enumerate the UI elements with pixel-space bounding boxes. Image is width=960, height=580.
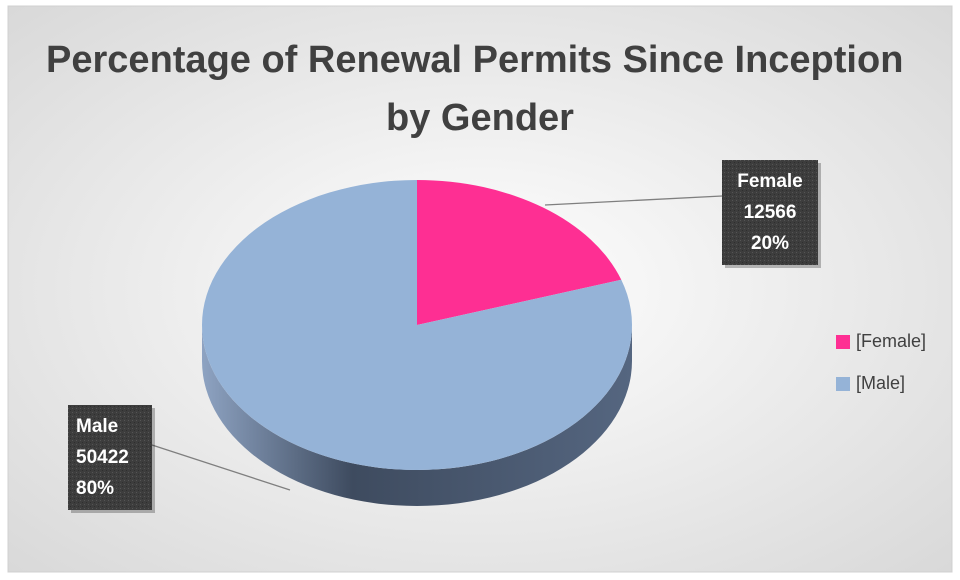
title-line: by Gender	[386, 97, 574, 139]
legend-label: [Female]	[856, 331, 926, 351]
legend-swatch	[836, 335, 850, 349]
pie-slice	[202, 180, 633, 470]
data-label: Female	[737, 171, 802, 192]
data-label-box	[68, 405, 152, 510]
pie-side	[202, 325, 632, 506]
data-label: 50422	[76, 447, 129, 468]
data-label: 12566	[744, 202, 797, 223]
data-label-box	[722, 160, 818, 265]
leader-line	[151, 444, 291, 491]
pie	[202, 180, 633, 506]
legend-swatch	[836, 377, 850, 391]
leader-line	[544, 195, 723, 206]
pie-slice	[417, 180, 622, 325]
data-label: 80%	[76, 478, 114, 499]
data-label: Male	[76, 416, 118, 437]
chart-title: Percentage of Renewal Permits Since Ince…	[46, 39, 914, 139]
data-label: 20%	[751, 233, 789, 254]
legend-label: [Male]	[856, 373, 905, 393]
title-line: Percentage of Renewal Permits Since Ince…	[46, 39, 903, 81]
